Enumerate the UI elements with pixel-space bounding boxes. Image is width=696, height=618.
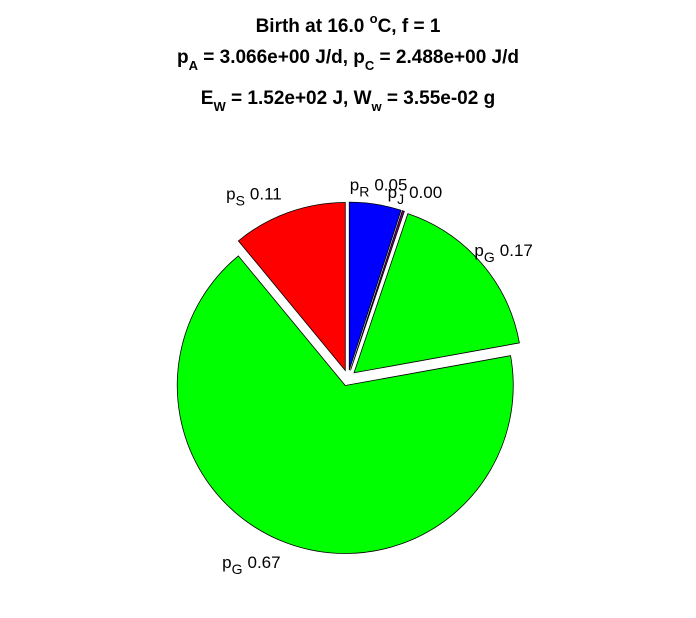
title-text: p bbox=[177, 47, 189, 68]
label-symbol: p bbox=[226, 185, 235, 204]
label-subscript: G bbox=[232, 561, 243, 577]
label-value: 0.17 bbox=[500, 241, 533, 260]
title-text: Birth at 16.0 bbox=[256, 16, 370, 37]
label-value: 0.05 bbox=[374, 175, 407, 194]
label-subscript: G bbox=[484, 249, 495, 265]
pie-slice bbox=[348, 201, 402, 371]
pie-slice bbox=[176, 255, 514, 554]
title-text: E bbox=[201, 88, 214, 109]
title-subscript: W bbox=[213, 99, 226, 114]
label-symbol: p bbox=[388, 183, 397, 202]
title-text: = 3.55e-02 g bbox=[382, 88, 496, 109]
title-subscript: w bbox=[371, 99, 383, 114]
label-subscript: J bbox=[397, 191, 404, 207]
chart-title-line: EW = 1.52e+02 J, Ww = 3.55e-02 g bbox=[201, 88, 495, 114]
chart-title-line: Birth at 16.0 oC, f = 1 bbox=[256, 11, 441, 37]
label-subscript: S bbox=[236, 193, 245, 209]
chart-title-line: pA = 3.066e+00 J/d, pC = 2.488e+00 J/d bbox=[177, 47, 519, 73]
title-text: = 1.52e+02 J, W bbox=[226, 88, 372, 109]
label-symbol: p bbox=[350, 175, 359, 194]
pie-slice bbox=[237, 202, 346, 372]
slice-label: pG 0.17 bbox=[474, 241, 532, 265]
title-text: C, f = 1 bbox=[378, 16, 441, 37]
title-text: = 2.488e+00 J/d bbox=[374, 47, 519, 68]
label-symbol: p bbox=[474, 241, 483, 260]
slice-label: pS 0.11 bbox=[226, 185, 282, 209]
title-subscript: A bbox=[189, 58, 199, 73]
label-subscript: R bbox=[359, 183, 369, 199]
slice-label: pG 0.67 bbox=[222, 553, 280, 577]
title-subscript: C bbox=[365, 58, 375, 73]
label-value: 0.11 bbox=[250, 185, 282, 204]
label-symbol: p bbox=[222, 553, 231, 572]
label-value: 0.67 bbox=[247, 553, 280, 572]
title-text: = 3.066e+00 J/d, p bbox=[198, 47, 365, 68]
slice-label: pR 0.05 bbox=[350, 175, 408, 199]
label-value: 0.00 bbox=[409, 183, 442, 202]
pie-slice bbox=[350, 210, 405, 371]
slice-label: pJ 0.00 bbox=[388, 183, 443, 207]
title-superscript: o bbox=[370, 11, 378, 26]
pie-slice bbox=[353, 213, 520, 374]
